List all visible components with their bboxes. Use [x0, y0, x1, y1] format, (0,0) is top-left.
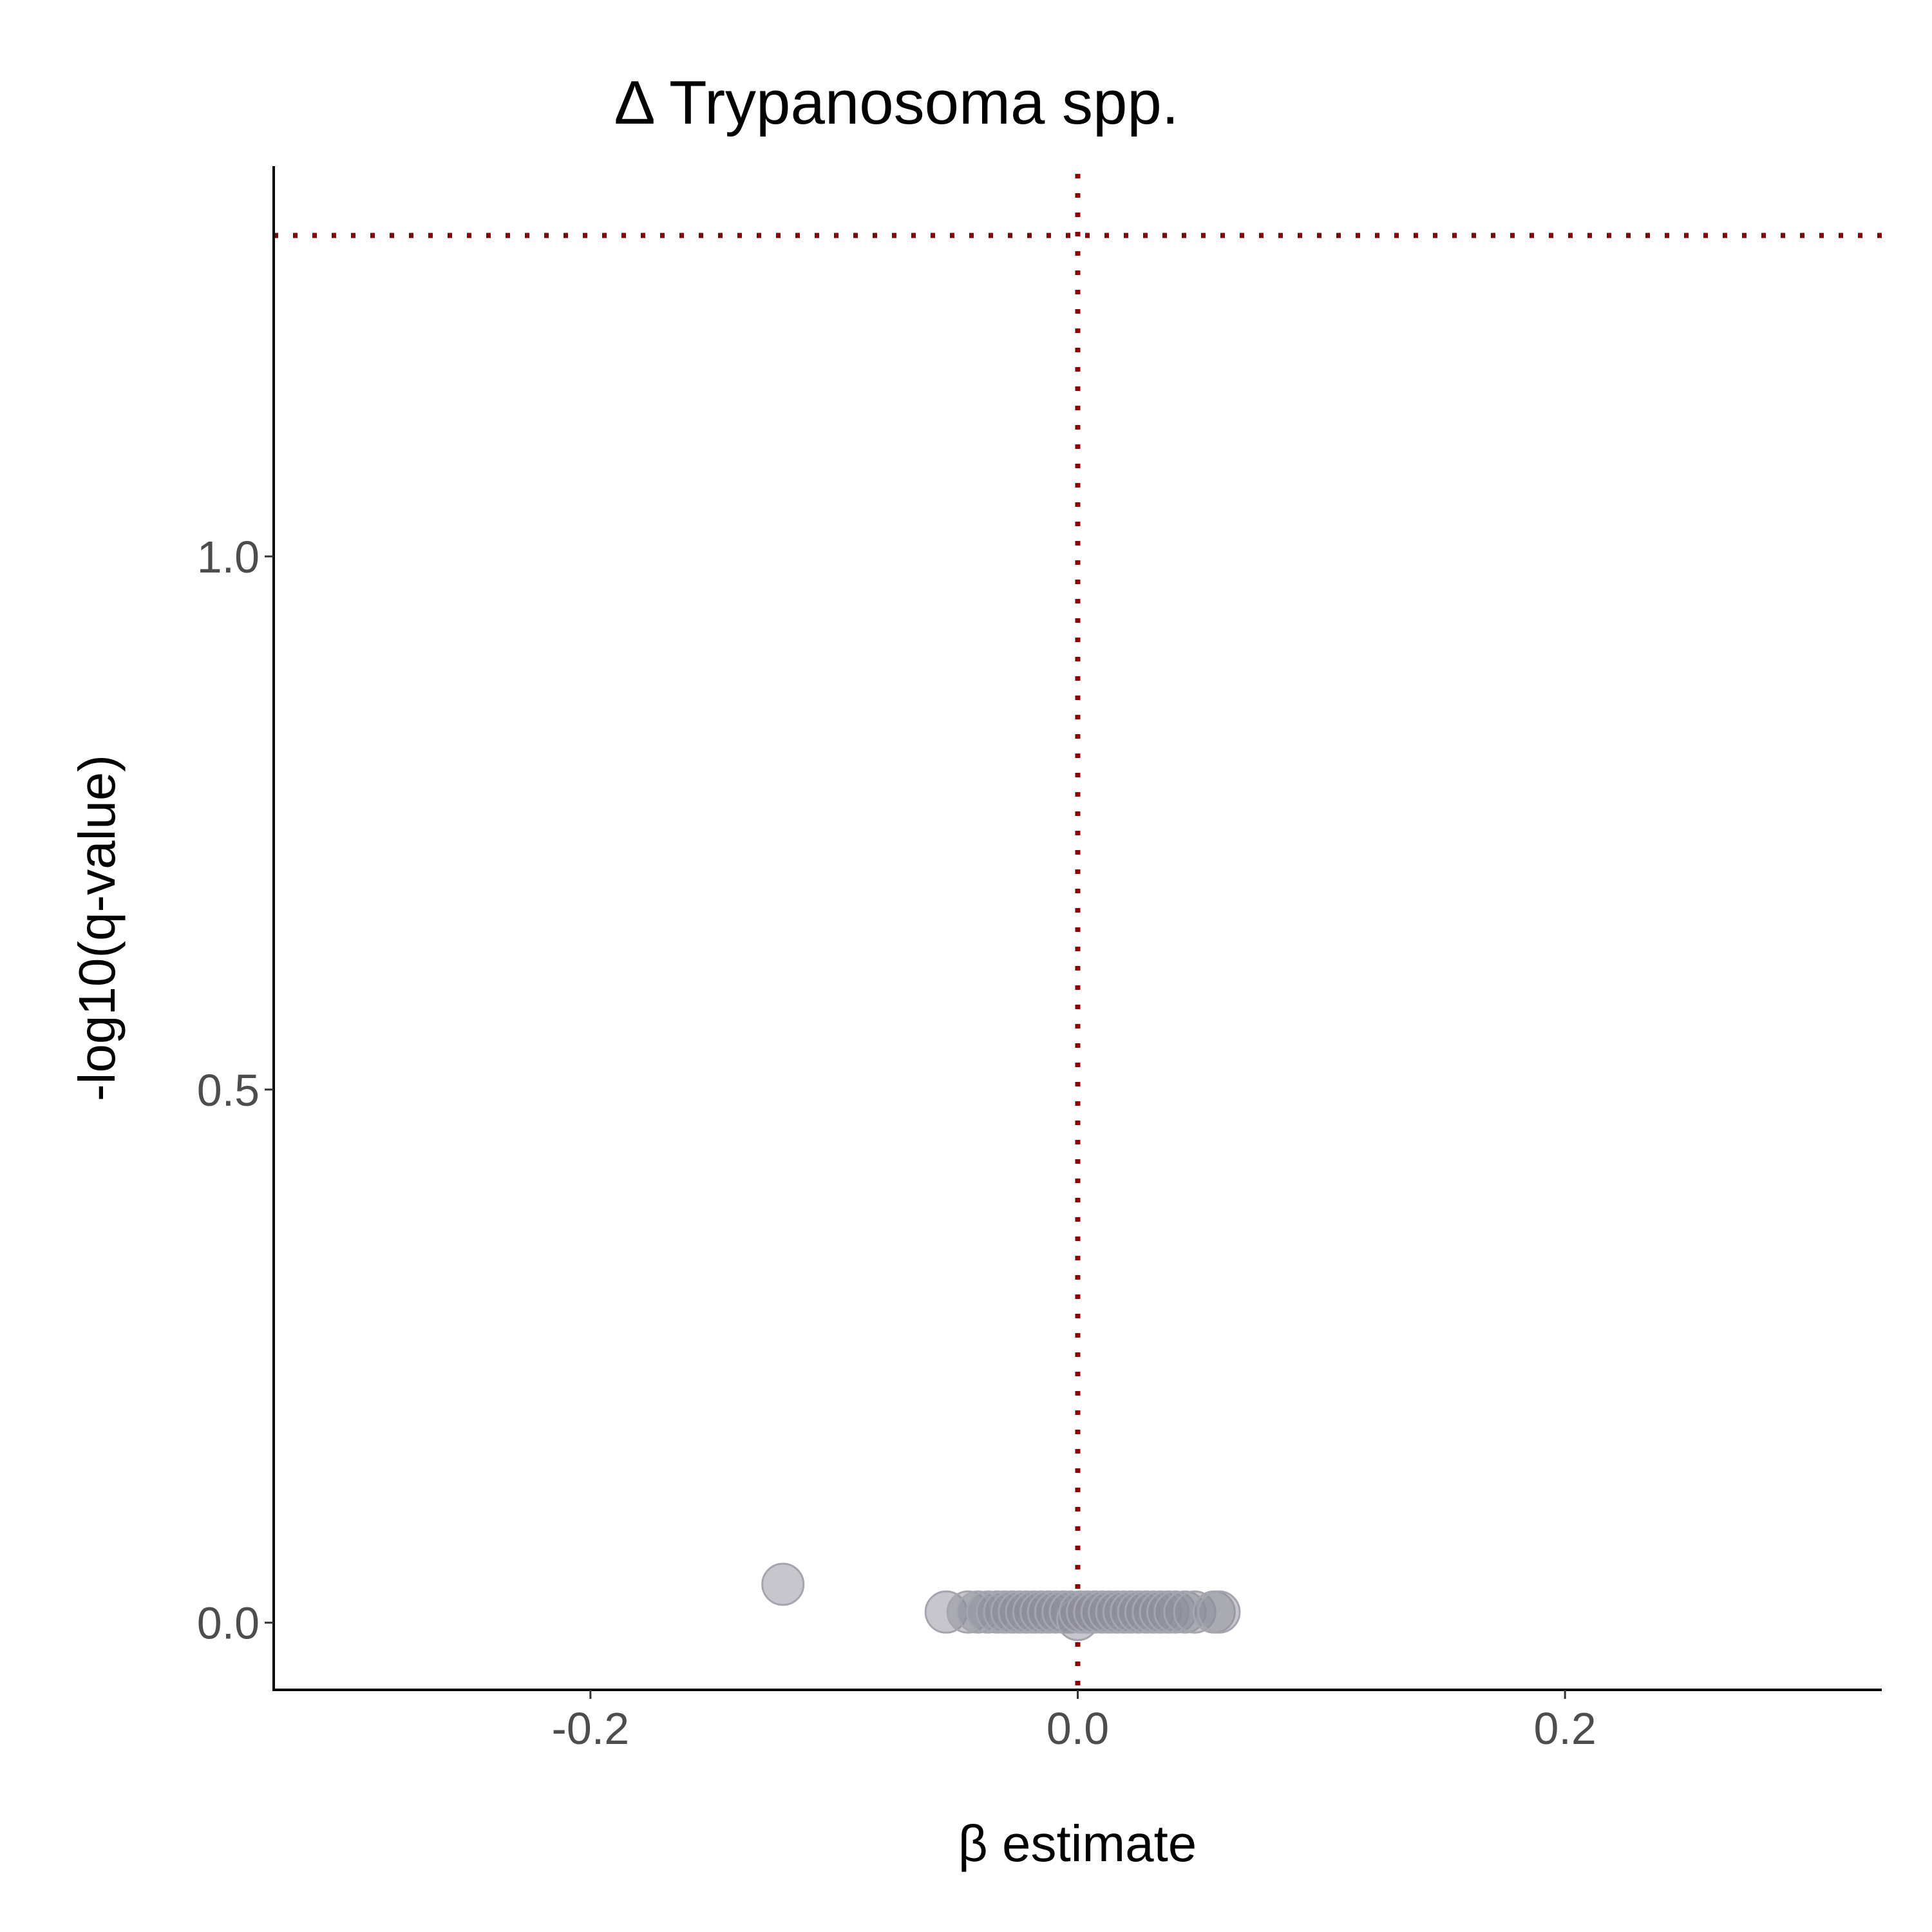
chart-title: Δ Trypanosoma spp. — [614, 68, 1179, 137]
x-tick-label: -0.2 — [552, 1703, 630, 1754]
y-tick-label: 0.0 — [197, 1598, 260, 1649]
y-tick-label: 0.5 — [197, 1065, 260, 1115]
y-axis-title: -log10(q-value) — [68, 755, 126, 1101]
data-points — [761, 1562, 1241, 1642]
data-point — [761, 1562, 805, 1606]
x-tick-label: 0.0 — [1046, 1703, 1109, 1754]
y-axis-ticks: 0.0 0.5 1.0 — [197, 532, 274, 1649]
reference-lines — [274, 174, 1882, 1690]
x-tick-label: 0.2 — [1534, 1703, 1596, 1754]
x-axis-ticks: -0.2 0.0 0.2 — [552, 1690, 1596, 1754]
data-point — [1197, 1590, 1241, 1634]
x-axis-title: β estimate — [958, 1815, 1197, 1872]
y-tick-label: 1.0 — [197, 532, 260, 582]
